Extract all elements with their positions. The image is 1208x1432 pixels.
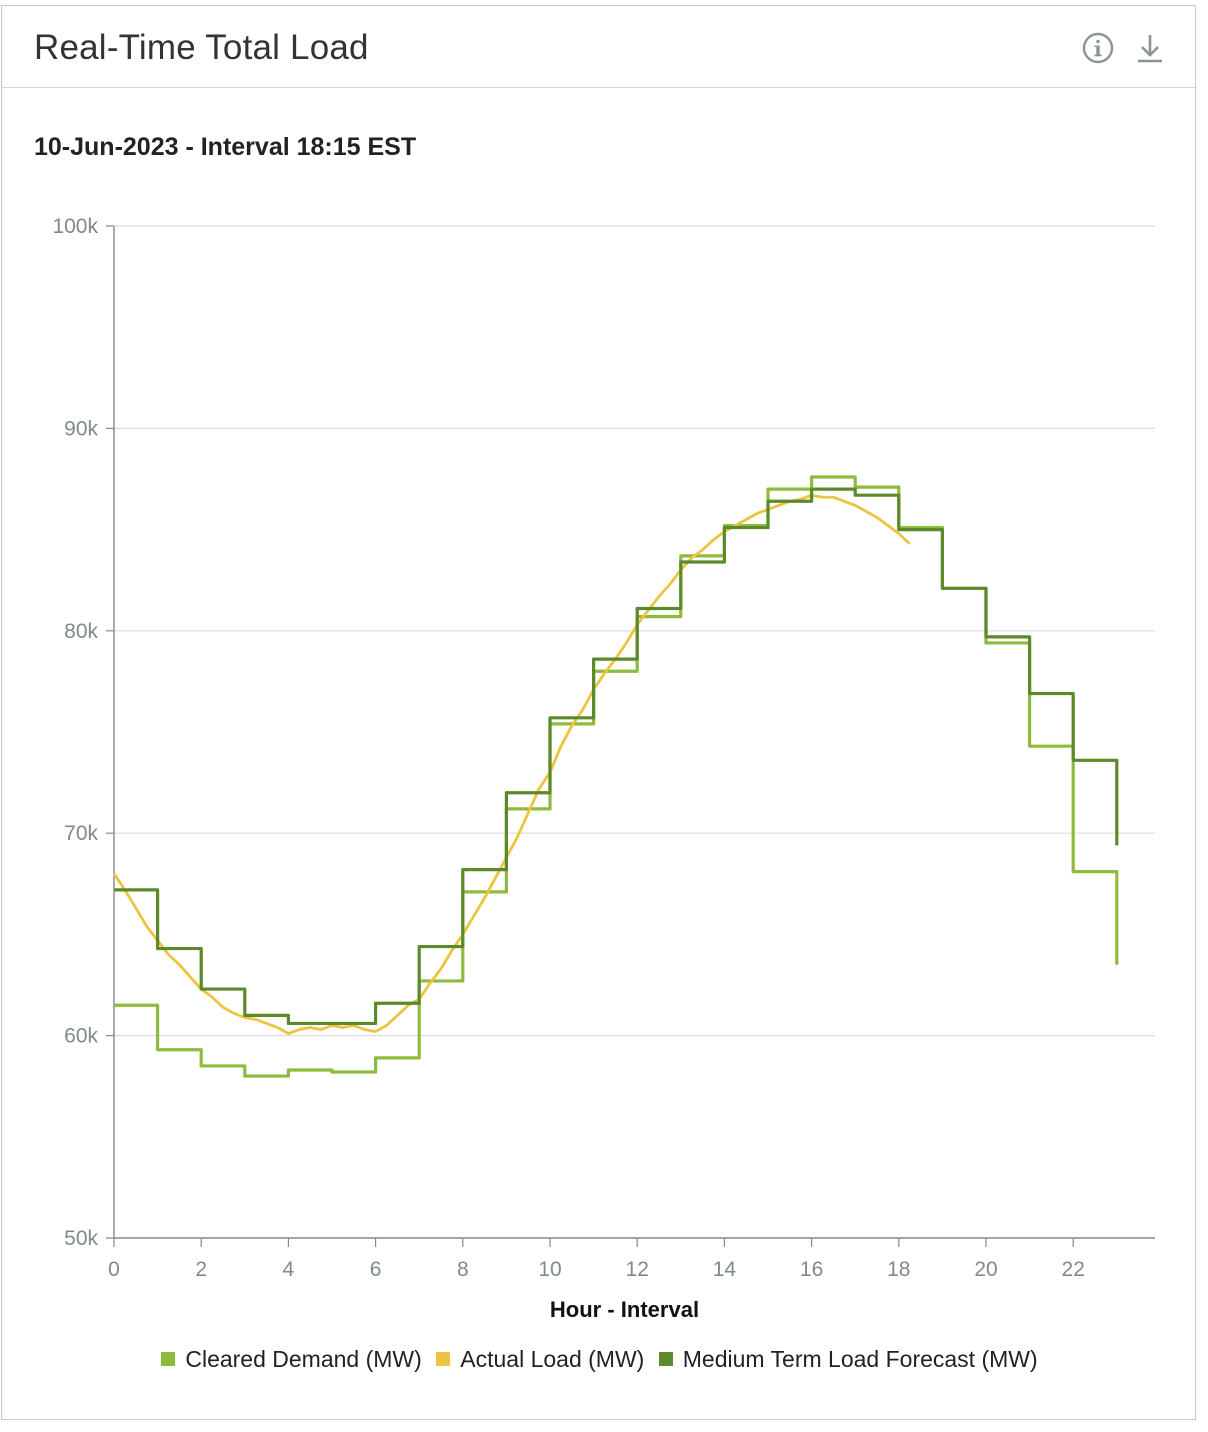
x-tick-label-2: 2: [195, 1258, 207, 1281]
cleared-demand-series: [114, 475, 1119, 1078]
y-tick-label-60k: 60k: [64, 1025, 98, 1048]
y-tick-label-90k: 90k: [64, 417, 98, 440]
legend-label-load-forecast: Medium Term Load Forecast (MW): [682, 1346, 1038, 1372]
chart-subtitle: 10-Jun-2023 - Interval 18:15 EST: [34, 133, 417, 161]
x-tick-label-12: 12: [626, 1258, 649, 1281]
y-tick-label-80k: 80k: [64, 620, 98, 643]
y-tick-label-70k: 70k: [64, 822, 98, 845]
x-tick-label-0: 0: [108, 1258, 120, 1281]
legend-swatch-actual-load: [436, 1352, 451, 1366]
x-tick-label-18: 18: [887, 1258, 910, 1281]
load-forecast-series: [114, 487, 1119, 1026]
x-tick-label-16: 16: [800, 1258, 823, 1281]
legend-item-load-forecast[interactable]: Medium Term Load Forecast (MW): [658, 1346, 1038, 1373]
x-tick-label-8: 8: [457, 1258, 469, 1281]
chart-legend: Cleared Demand (MW) Actual Load (MW) Med…: [2, 1346, 1197, 1373]
x-tick-label-14: 14: [713, 1258, 737, 1281]
legend-swatch-load-forecast: [658, 1352, 673, 1366]
legend-label-actual-load: Actual Load (MW): [460, 1346, 645, 1372]
legend-label-cleared-demand: Cleared Demand (MW): [185, 1346, 422, 1372]
x-tick-label-22: 22: [1062, 1258, 1085, 1281]
y-tick-label-100k: 100k: [52, 215, 98, 238]
x-tick-label-20: 20: [974, 1258, 997, 1281]
info-icon[interactable]: [1080, 30, 1116, 66]
x-tick-label-6: 6: [370, 1258, 382, 1281]
actual-load-series: [112, 493, 911, 1035]
y-tick-label-50k: 50k: [64, 1227, 98, 1250]
card-header: Real-Time Total Load: [2, 6, 1195, 88]
real-time-total-load-card: Real-Time Total Load 10-Jun-2023 - Inter…: [1, 5, 1196, 1420]
legend-item-cleared-demand[interactable]: Cleared Demand (MW): [161, 1346, 422, 1373]
x-tick-label-10: 10: [538, 1258, 561, 1281]
legend-swatch-cleared-demand: [161, 1352, 176, 1366]
card-title: Real-Time Total Load: [34, 28, 369, 67]
download-icon[interactable]: [1132, 30, 1168, 66]
load-chart: 50k 60k 70k 80k 90k 100k 0 2 4 6 8 10 12 14 16 18 20 22 Ho…: [52, 215, 1155, 1322]
x-axis-title: Hour - Interval: [550, 1297, 699, 1322]
legend-item-actual-load[interactable]: Actual Load (MW): [436, 1346, 644, 1373]
x-tick-label-4: 4: [283, 1258, 295, 1281]
